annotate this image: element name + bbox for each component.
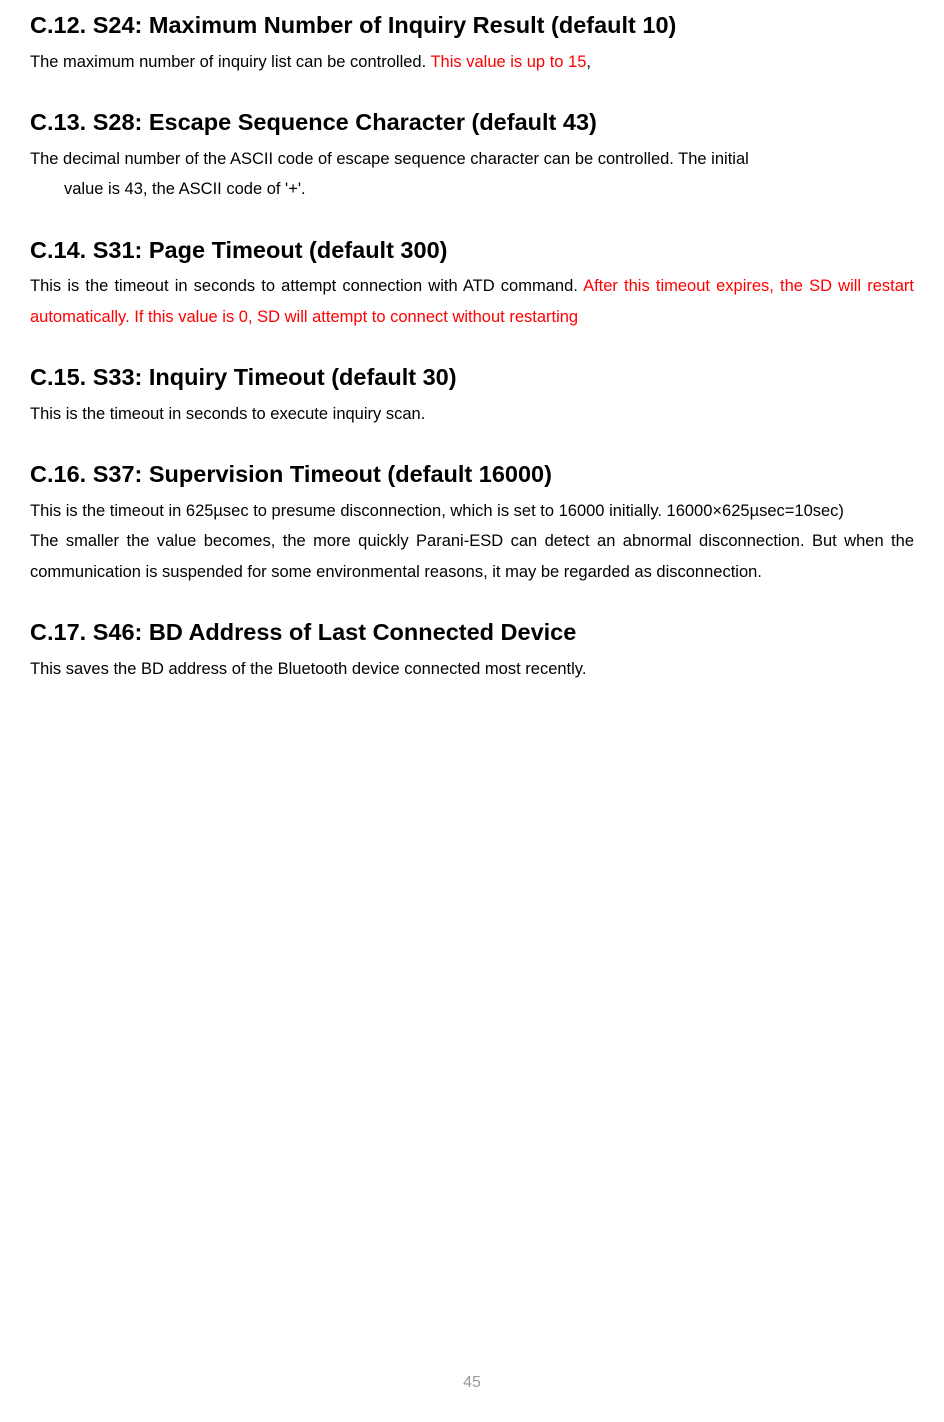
body-c17: This saves the BD address of the Bluetoo… xyxy=(30,654,914,685)
section-c14: C.14. S31: Page Timeout (default 300) Th… xyxy=(30,235,914,333)
body-c15: This is the timeout in seconds to execut… xyxy=(30,399,914,430)
section-c12: C.12. S24: Maximum Number of Inquiry Res… xyxy=(30,10,914,77)
body-c12-part1: The maximum number of inquiry list can b… xyxy=(30,53,430,71)
section-c17: C.17. S46: BD Address of Last Connected … xyxy=(30,617,914,684)
heading-c12: C.12. S24: Maximum Number of Inquiry Res… xyxy=(30,10,914,41)
body-c13-line2: value is 43, the ASCII code of '+'. xyxy=(30,174,306,205)
section-c13: C.13. S28: Escape Sequence Character (de… xyxy=(30,107,914,205)
heading-c13: C.13. S28: Escape Sequence Character (de… xyxy=(30,107,914,138)
body-c14-part1: This is the timeout in seconds to attemp… xyxy=(30,277,583,295)
heading-c15: C.15. S33: Inquiry Timeout (default 30) xyxy=(30,362,914,393)
body-c12-red: This value is up to 15 xyxy=(430,53,586,71)
body-c13: The decimal number of the ASCII code of … xyxy=(30,144,914,205)
heading-c16: C.16. S37: Supervision Timeout (default … xyxy=(30,459,914,490)
heading-c14: C.14. S31: Page Timeout (default 300) xyxy=(30,235,914,266)
section-c15: C.15. S33: Inquiry Timeout (default 30) … xyxy=(30,362,914,429)
body-c12: The maximum number of inquiry list can b… xyxy=(30,47,914,78)
page-number: 45 xyxy=(0,1374,944,1392)
body-c13-line1: The decimal number of the ASCII code of … xyxy=(30,144,914,175)
section-c16: C.16. S37: Supervision Timeout (default … xyxy=(30,459,914,587)
body-c12-part2: , xyxy=(586,53,591,71)
body-c16-p2: The smaller the value becomes, the more … xyxy=(30,526,914,587)
body-c14: This is the timeout in seconds to attemp… xyxy=(30,271,914,332)
body-c16-p1: This is the timeout in 625µsec to presum… xyxy=(30,496,914,527)
heading-c17: C.17. S46: BD Address of Last Connected … xyxy=(30,617,914,648)
